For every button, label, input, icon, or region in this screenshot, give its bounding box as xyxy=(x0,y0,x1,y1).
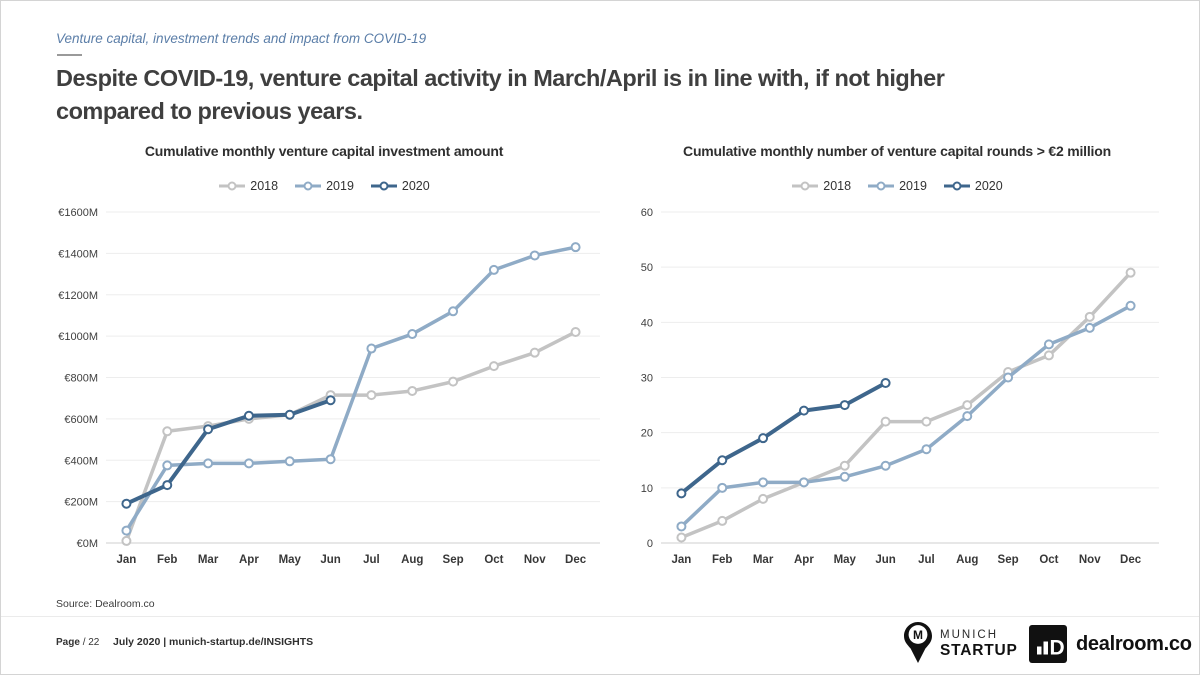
svg-text:Nov: Nov xyxy=(524,554,546,566)
svg-text:50: 50 xyxy=(641,262,653,274)
svg-text:Jan: Jan xyxy=(672,554,692,566)
legend-label: 2018 xyxy=(823,179,852,193)
svg-text:€800M: €800M xyxy=(64,373,98,385)
svg-text:M: M xyxy=(913,628,923,642)
dealroom-logo: D dealroom.co xyxy=(1029,625,1192,663)
chart-title: Cumulative monthly number of venture cap… xyxy=(683,143,1111,159)
legend-marker-icon xyxy=(868,181,895,191)
dealroom-glyph-icon: D xyxy=(1029,625,1067,663)
svg-text:Sep: Sep xyxy=(998,554,1019,566)
svg-text:Oct: Oct xyxy=(1039,554,1058,566)
svg-text:Dec: Dec xyxy=(565,554,587,566)
svg-text:Aug: Aug xyxy=(956,554,978,566)
date-info: July 2020 | munich-startup.de/INSIGHTS xyxy=(113,636,314,648)
svg-text:10: 10 xyxy=(641,483,653,495)
legend-item-2019: 2019 xyxy=(294,179,354,193)
startup-word: STARTUP xyxy=(940,641,1018,659)
svg-text:Aug: Aug xyxy=(401,554,423,566)
munich-word: MUNICH xyxy=(940,628,998,641)
slide-title-line2: compared to previous years. xyxy=(56,98,363,124)
dealroom-wordmark: dealroom.co xyxy=(1076,632,1192,655)
svg-text:Mar: Mar xyxy=(198,554,219,566)
svg-text:€1200M: €1200M xyxy=(58,290,98,302)
svg-text:0: 0 xyxy=(647,538,653,550)
svg-text:€1600M: €1600M xyxy=(58,207,98,219)
svg-text:May: May xyxy=(279,554,302,566)
legend-marker-icon xyxy=(295,181,322,191)
legend-label: 2020 xyxy=(974,179,1003,193)
footer-divider xyxy=(1,616,1199,617)
legend-item-2019: 2019 xyxy=(867,179,927,193)
eyebrow-underline xyxy=(57,54,82,56)
legend-item-2020: 2020 xyxy=(943,179,1003,193)
svg-text:Sep: Sep xyxy=(443,554,464,566)
munich-startup-logo: M MUNICH STARTUP xyxy=(903,621,1018,665)
svg-text:20: 20 xyxy=(641,428,653,440)
rounds-count-line-chart: 0 10 20 30 40 50 60 Jan Feb Mar Apr May Jun Jul Aug Sep… xyxy=(641,207,1159,566)
svg-text:Jun: Jun xyxy=(875,554,895,566)
legend: 2018 2019 2020 xyxy=(48,176,600,196)
svg-text:€0M: €0M xyxy=(77,538,98,550)
svg-text:Nov: Nov xyxy=(1079,554,1101,566)
legend-item-2018: 2018 xyxy=(791,179,851,193)
legend-label: 2020 xyxy=(401,179,430,193)
chart-title: Cumulative monthly venture capital inves… xyxy=(144,143,504,159)
svg-text:Dec: Dec xyxy=(1120,554,1142,566)
slide-title-line1: Despite COVID-19, venture capital activi… xyxy=(56,65,945,91)
svg-text:Jun: Jun xyxy=(320,554,340,566)
legend-item-2020: 2020 xyxy=(370,179,430,193)
svg-text:30: 30 xyxy=(641,373,653,385)
legend: 2018 2019 2020 xyxy=(621,176,1173,196)
svg-text:May: May xyxy=(834,554,857,566)
svg-text:40: 40 xyxy=(641,317,653,329)
svg-text:Mar: Mar xyxy=(753,554,774,566)
munich-startup-pin-icon: M xyxy=(904,622,932,663)
svg-text:Apr: Apr xyxy=(794,554,814,566)
legend-marker-icon xyxy=(219,181,246,191)
svg-text:€600M: €600M xyxy=(64,414,98,426)
svg-text:Jul: Jul xyxy=(363,554,380,566)
svg-text:60: 60 xyxy=(641,207,653,219)
page-label: Page xyxy=(56,637,80,648)
eyebrow-subtitle: Venture capital, investment trends and i… xyxy=(56,31,427,46)
svg-text:Oct: Oct xyxy=(484,554,503,566)
munich-startup-wordmark: MUNICH STARTUP xyxy=(940,628,1018,659)
legend-item-2018: 2018 xyxy=(218,179,278,193)
svg-text:€400M: €400M xyxy=(64,455,98,467)
svg-text:€1400M: €1400M xyxy=(58,248,98,260)
legend-label: 2019 xyxy=(326,179,354,193)
svg-text:€1000M: €1000M xyxy=(58,331,98,343)
investment-amount-line-chart: €0M €200M €400M €600M €800M €1000M €1200M €1400… xyxy=(58,207,600,566)
legend-label: 2018 xyxy=(250,179,279,193)
rounds-count-chart-block: Cumulative monthly number of venture cap… xyxy=(621,143,1173,570)
investment-amount-chart-block: Cumulative monthly venture capital inves… xyxy=(48,143,600,570)
svg-text:Feb: Feb xyxy=(712,554,732,566)
slide-title: Despite COVID-19, venture capital activi… xyxy=(56,62,1176,128)
svg-text:Jul: Jul xyxy=(918,554,935,566)
svg-text:€200M: €200M xyxy=(64,497,98,509)
legend-label: 2019 xyxy=(899,179,927,193)
page-number: / 22 xyxy=(82,637,100,648)
svg-text:Jan: Jan xyxy=(117,554,137,566)
legend-marker-icon xyxy=(792,181,819,191)
page-info: Page / 22 xyxy=(56,637,99,648)
svg-text:D: D xyxy=(1050,637,1065,660)
legend-marker-icon xyxy=(370,181,397,191)
legend-marker-icon xyxy=(943,181,970,191)
svg-text:Feb: Feb xyxy=(157,554,177,566)
source-note: Source: Dealroom.co xyxy=(56,598,155,610)
svg-text:Apr: Apr xyxy=(239,554,259,566)
